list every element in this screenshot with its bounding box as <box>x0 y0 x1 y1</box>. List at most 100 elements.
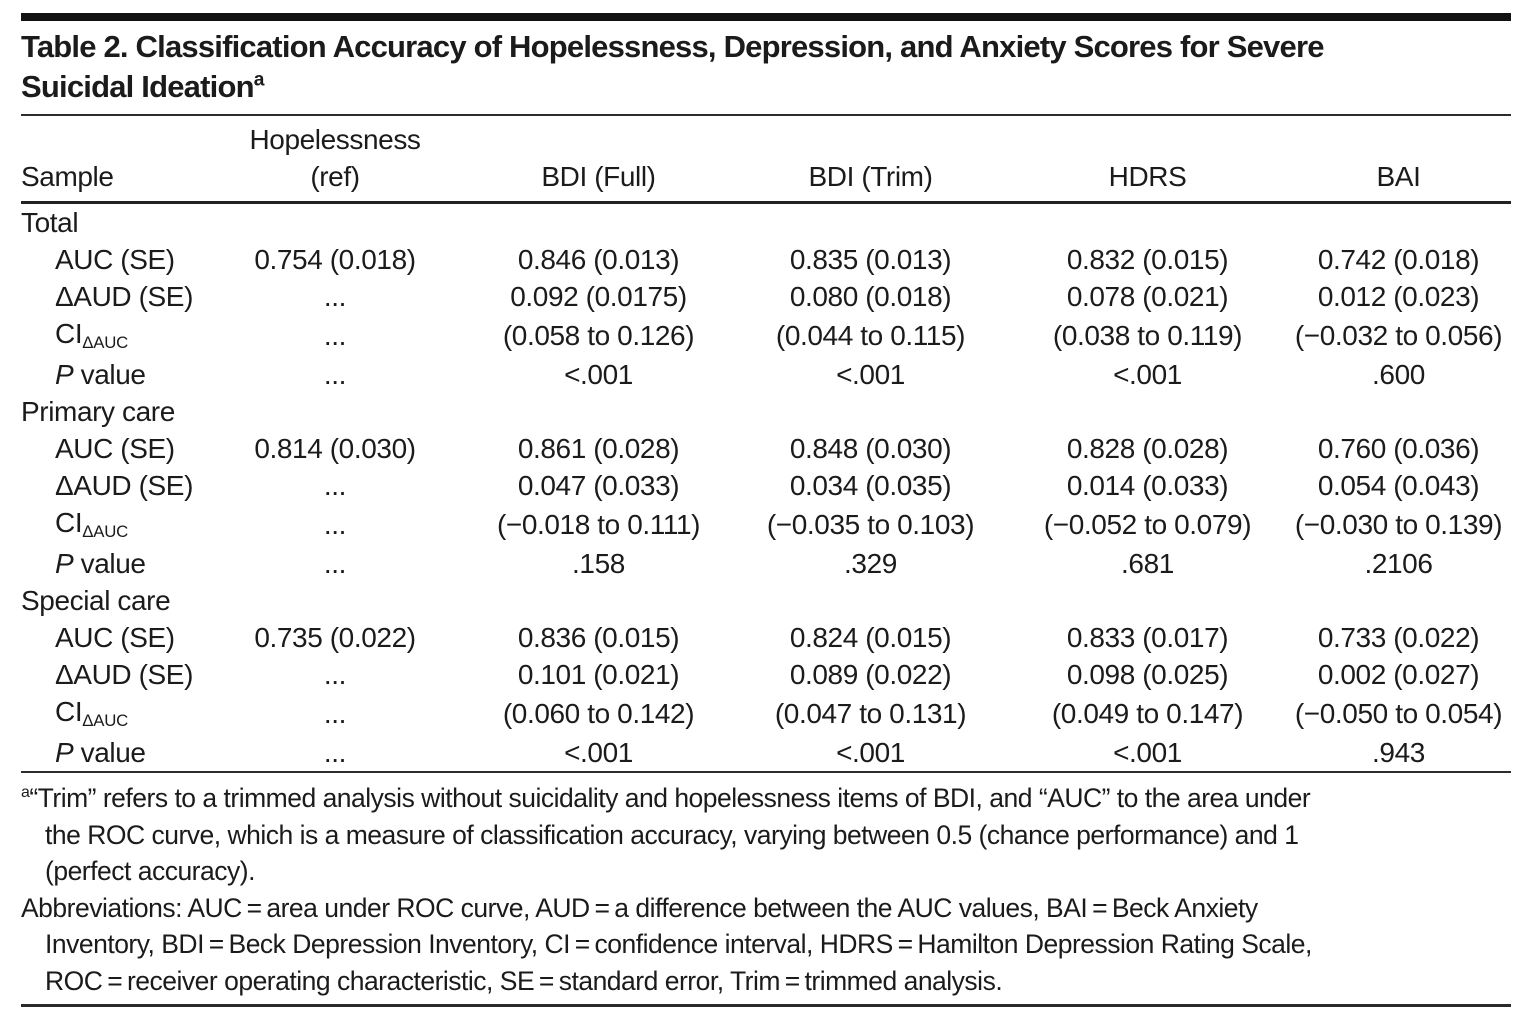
data-cell: 0.002 (0.027) <box>1317 659 1480 690</box>
data-cell: 0.824 (0.015) <box>789 622 952 653</box>
data-cell: .329 <box>844 548 897 579</box>
data-cell: (−0.018 to 0.111) <box>496 509 701 540</box>
data-cell: .2106 <box>1364 548 1433 579</box>
data-cell: 0.034 (0.035) <box>789 470 952 501</box>
data-cell: (0.038 to 0.119) <box>1052 320 1243 351</box>
data-cell: (0.047 to 0.131) <box>774 698 967 729</box>
data-cell: .600 <box>1372 359 1425 390</box>
data-cell: 0.835 (0.013) <box>789 244 952 275</box>
footnote-a-line3: (perfect accuracy). <box>45 856 255 886</box>
data-cell: 0.760 (0.036) <box>1317 433 1480 464</box>
table-body: Total AUC (SE) 0.754 (0.018) 0.846 (0.01… <box>21 203 1511 772</box>
row-label: ΔAUD (SE) <box>55 281 193 312</box>
table-row: P value ... .158 .329 .681 .2106 <box>21 545 1511 582</box>
row-label-pvalue: P value <box>55 359 146 390</box>
col-header-bdi-full: BDI (Full) <box>541 161 656 192</box>
table-row: P value ... <.001 <.001 <.001 .943 <box>21 734 1511 772</box>
data-cell: 0.861 (0.028) <box>517 433 680 464</box>
data-cell: 0.846 (0.013) <box>517 244 680 275</box>
data-cell: 0.754 (0.018) <box>254 244 416 275</box>
table-row: ΔAUD (SE) ... 0.092 (0.0175) 0.080 (0.01… <box>21 278 1511 315</box>
section-label: Primary care <box>21 396 175 427</box>
data-cell: ... <box>323 359 347 390</box>
data-cell: 0.832 (0.015) <box>1066 244 1229 275</box>
table-row: AUC (SE) 0.735 (0.022) 0.836 (0.015) 0.8… <box>21 619 1511 656</box>
bottom-rule <box>21 1004 1511 1007</box>
classification-accuracy-table: Sample Hopelessness (ref) BDI (Full) BDI… <box>21 116 1511 773</box>
data-cell: ... <box>323 320 347 351</box>
row-label-pvalue: P value <box>55 737 146 768</box>
table-title: Table 2. Classification Accuracy of Hope… <box>21 27 1511 107</box>
col-header-bai: BAI <box>1376 161 1421 192</box>
row-label: AUC (SE) <box>55 433 175 464</box>
section-label: Total <box>21 207 79 238</box>
data-cell: (−0.050 to 0.054) <box>1294 698 1503 729</box>
data-cell: ... <box>323 737 347 768</box>
row-label-ci: CIΔAUC <box>55 507 129 541</box>
row-label: ΔAUD (SE) <box>55 659 193 690</box>
data-cell: ... <box>323 548 347 579</box>
data-cell: ... <box>323 698 347 729</box>
data-cell: 0.047 (0.033) <box>517 470 680 501</box>
table-title-line2: Suicidal Ideationa <box>21 69 265 104</box>
table-header: Sample Hopelessness (ref) BDI (Full) BDI… <box>21 116 1511 203</box>
table-row: P value ... <.001 <.001 <.001 .600 <box>21 356 1511 393</box>
footnote-a-line2: the ROC curve, which is a measure of cla… <box>45 819 1299 850</box>
abbreviations-line1: Abbreviations: AUC = area under ROC curv… <box>21 892 1258 923</box>
section-label: Special care <box>21 585 171 616</box>
data-cell: .158 <box>572 548 625 579</box>
data-cell: <.001 <box>1113 359 1182 390</box>
data-cell: 0.054 (0.043) <box>1317 470 1480 501</box>
data-cell: 0.078 (0.021) <box>1066 281 1229 312</box>
data-cell: 0.014 (0.033) <box>1066 470 1229 501</box>
col-header-sample: Sample <box>21 161 114 192</box>
table-row: CIΔAUC ... (−0.018 to 0.111) (−0.035 to … <box>21 504 1511 545</box>
data-cell: 0.098 (0.025) <box>1066 659 1229 690</box>
section-row-primary-care: Primary care <box>21 393 1511 430</box>
data-cell: 0.848 (0.030) <box>789 433 952 464</box>
data-cell: (0.058 to 0.126) <box>502 320 695 351</box>
title-footnote-marker: a <box>253 69 265 91</box>
data-cell: 0.092 (0.0175) <box>510 281 687 312</box>
data-cell: 0.742 (0.018) <box>1317 244 1480 275</box>
data-cell: <.001 <box>564 359 633 390</box>
table-row: AUC (SE) 0.814 (0.030) 0.861 (0.028) 0.8… <box>21 430 1511 467</box>
data-cell: ... <box>323 470 347 501</box>
footnote-a-line1: a“Trim” refers to a trimmed analysis wit… <box>21 783 1311 813</box>
data-cell: <.001 <box>836 359 905 390</box>
data-cell: ... <box>323 281 347 312</box>
data-cell: 0.828 (0.028) <box>1066 433 1229 464</box>
data-cell: ... <box>323 659 347 690</box>
data-cell: 0.733 (0.022) <box>1317 622 1480 653</box>
top-thick-rule <box>21 13 1511 21</box>
row-label-pvalue: P value <box>55 548 146 579</box>
table-row: ΔAUD (SE) ... 0.047 (0.033) 0.034 (0.035… <box>21 467 1511 504</box>
footnote-a-marker: a <box>21 784 30 802</box>
data-cell: 0.101 (0.021) <box>517 659 680 690</box>
row-label-ci: CIΔAUC <box>55 318 129 352</box>
data-cell: <.001 <box>564 737 633 768</box>
data-cell: (−0.052 to 0.079) <box>1043 509 1252 540</box>
footnotes: a“Trim” refers to a trimmed analysis wit… <box>21 773 1511 999</box>
data-cell: .681 <box>1121 548 1174 579</box>
data-cell: 0.735 (0.022) <box>254 622 416 653</box>
data-cell: 0.089 (0.022) <box>789 659 952 690</box>
data-cell: 0.012 (0.023) <box>1317 281 1480 312</box>
data-cell: (−0.035 to 0.103) <box>766 509 975 540</box>
data-cell: 0.080 (0.018) <box>789 281 952 312</box>
table-row: CIΔAUC ... (0.060 to 0.142) (0.047 to 0.… <box>21 693 1511 734</box>
col-header-bdi-trim: BDI (Trim) <box>808 161 933 192</box>
data-cell: (−0.032 to 0.056) <box>1294 320 1503 351</box>
table-title-line1: Table 2. Classification Accuracy of Hope… <box>21 29 1324 64</box>
abbreviations-line3: ROC = receiver operating characteristic,… <box>45 965 1003 996</box>
table-row: CIΔAUC ... (0.058 to 0.126) (0.044 to 0.… <box>21 315 1511 356</box>
abbreviations-line2: Inventory, BDI = Beck Depression Invento… <box>45 929 1312 959</box>
section-row-total: Total <box>21 203 1511 242</box>
table-row: AUC (SE) 0.754 (0.018) 0.846 (0.013) 0.8… <box>21 241 1511 278</box>
data-cell: (0.049 to 0.147) <box>1051 698 1244 729</box>
col-header-hdrs: HDRS <box>1108 161 1187 192</box>
row-label: AUC (SE) <box>55 244 175 275</box>
data-cell: 0.814 (0.030) <box>254 433 416 464</box>
data-cell: ... <box>323 509 347 540</box>
